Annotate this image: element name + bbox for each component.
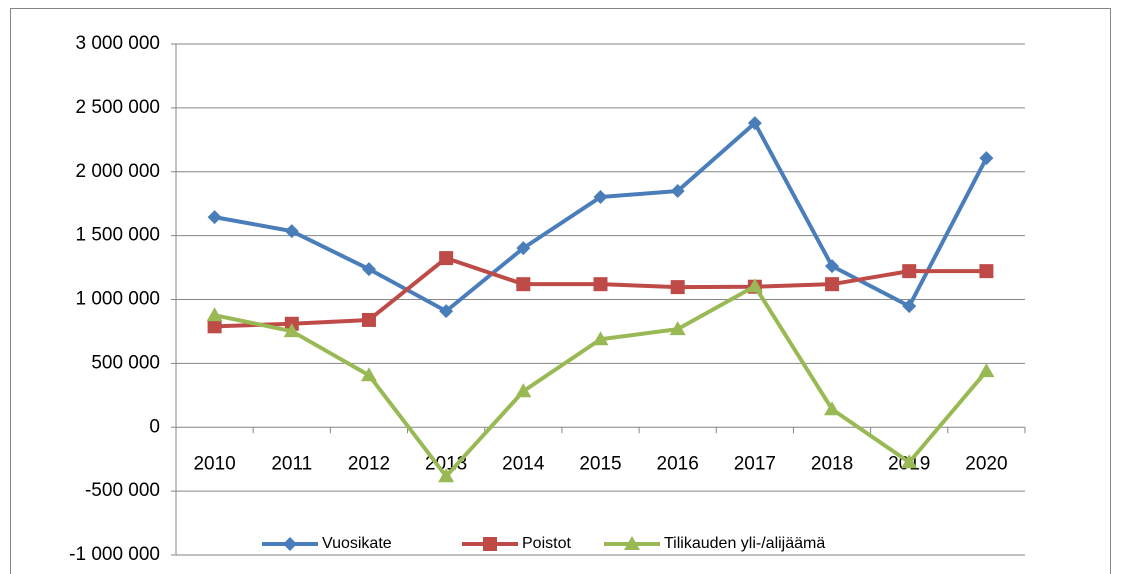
marker (669, 321, 686, 336)
marker (592, 331, 609, 346)
marker (284, 224, 299, 239)
y-tick-label: 1 000 000 (75, 289, 160, 310)
series-line (214, 284, 988, 479)
y-tick-label: 2 000 000 (75, 161, 160, 182)
marker (207, 210, 222, 225)
marker (624, 536, 640, 550)
marker (979, 151, 994, 166)
marker (746, 278, 763, 293)
marker (593, 277, 608, 292)
marker (516, 277, 531, 292)
marker (670, 184, 685, 199)
legend-label: Tilikauden yli-/alijäämä (664, 535, 825, 552)
marker (902, 264, 917, 279)
x-tick-label: 2016 (657, 453, 699, 474)
y-tick-label: 1 500 000 (75, 225, 160, 246)
y-tick-label: 3 000 000 (75, 33, 160, 54)
marker (825, 259, 840, 274)
marker (361, 262, 376, 277)
y-tick-label: 2 500 000 (75, 97, 160, 118)
marker (901, 454, 918, 469)
marker (439, 251, 454, 266)
marker (483, 537, 497, 551)
marker (283, 537, 297, 551)
marker (207, 319, 222, 334)
x-tick-label: 2012 (348, 453, 390, 474)
marker (593, 190, 608, 205)
x-tick-label: 2018 (811, 453, 853, 474)
x-tick-label: 2014 (502, 453, 545, 474)
x-tick-label: 2010 (193, 453, 235, 474)
marker (438, 468, 455, 483)
y-tick-label: -1 000 000 (69, 544, 160, 565)
marker (206, 307, 223, 322)
marker (978, 363, 995, 378)
marker (360, 367, 377, 382)
x-tick-label: 2013 (425, 453, 467, 474)
marker (825, 277, 840, 292)
marker (283, 323, 300, 338)
legend-label: Poistot (522, 535, 571, 552)
marker (824, 401, 841, 416)
y-tick-label: -500 000 (85, 480, 160, 501)
marker (670, 280, 685, 295)
marker (979, 264, 994, 279)
x-tick-label: 2020 (965, 453, 1007, 474)
legend-label: Vuosikate (322, 535, 392, 552)
x-tick-label: 2017 (734, 453, 776, 474)
marker (747, 116, 762, 131)
y-tick-label: 0 (149, 416, 160, 437)
x-tick-label: 2015 (579, 453, 621, 474)
marker (516, 241, 531, 256)
chart-frame (10, 8, 1111, 574)
marker (902, 299, 917, 314)
marker (515, 383, 532, 398)
marker (439, 304, 454, 319)
x-tick-label: 2011 (271, 453, 312, 474)
series-line (214, 256, 987, 329)
y-tick-label: 500 000 (91, 352, 160, 373)
marker (361, 312, 376, 327)
